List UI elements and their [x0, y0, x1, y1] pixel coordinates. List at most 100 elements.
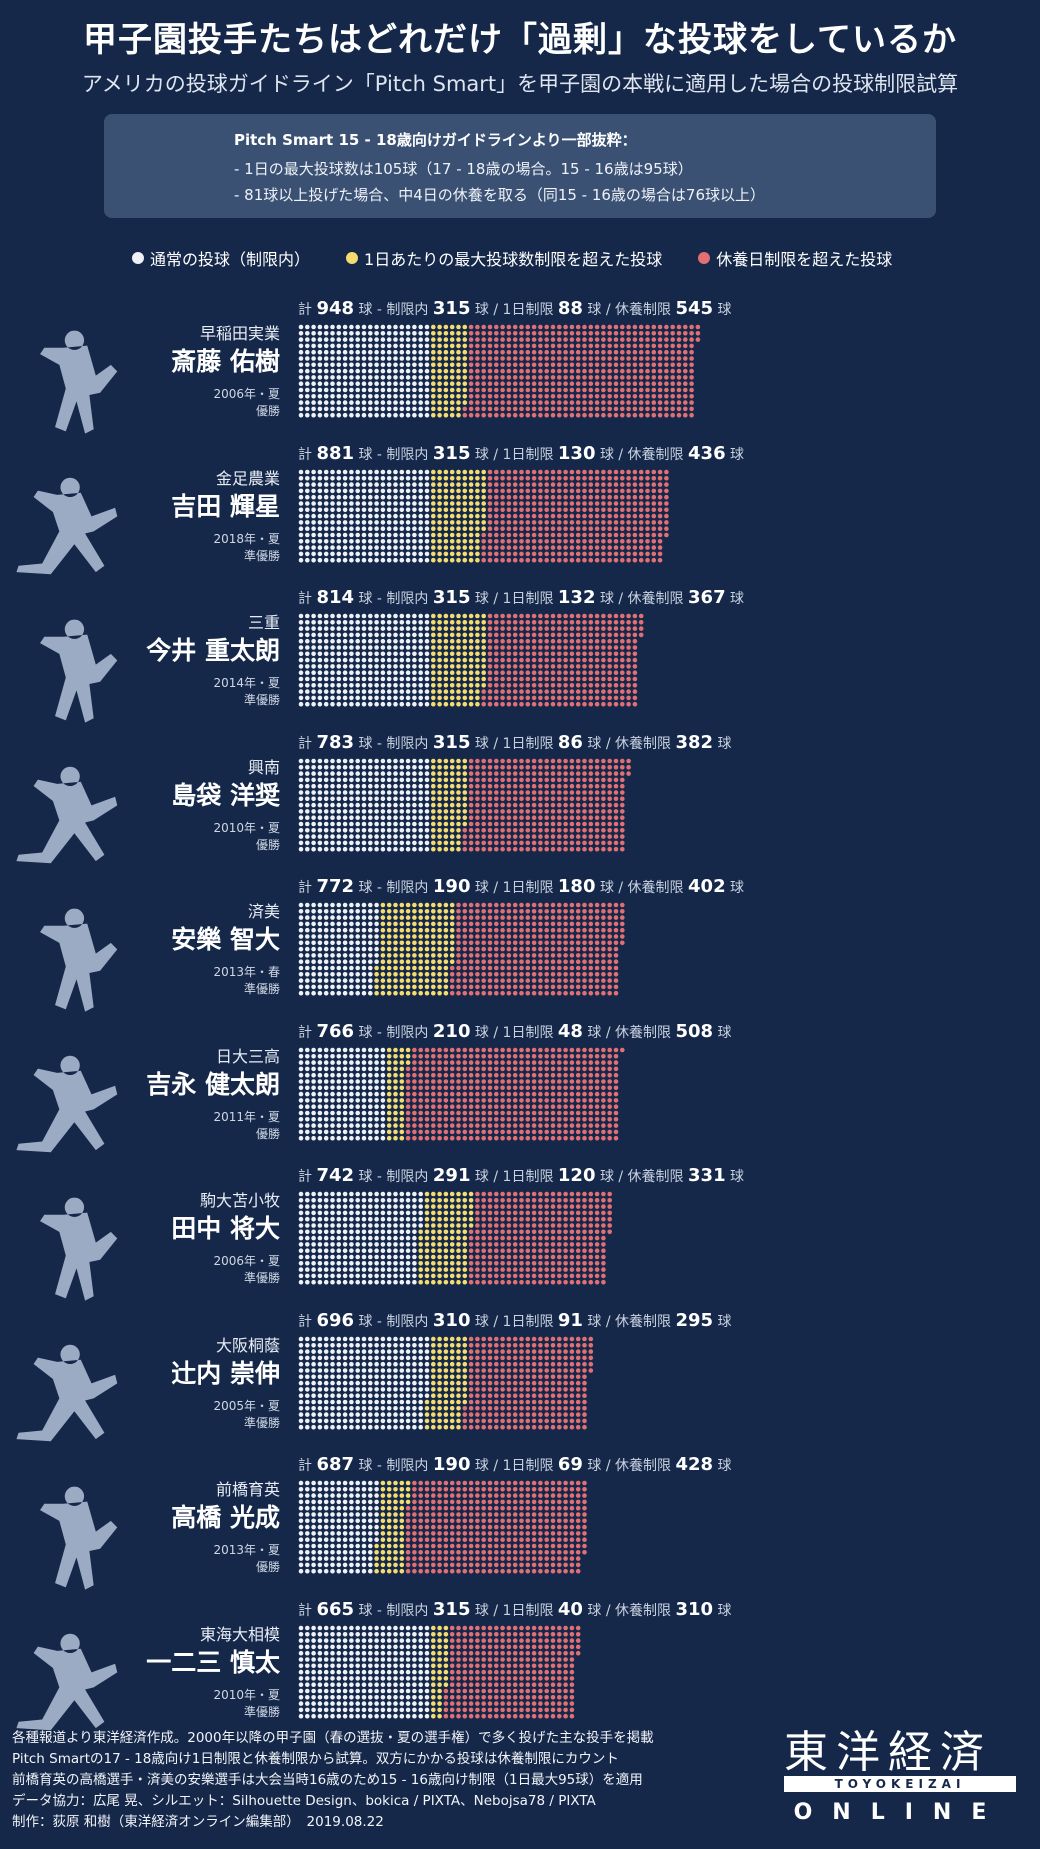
pitch-dot-rest-excess	[525, 362, 531, 368]
pitch-dot-rest-excess	[525, 626, 531, 631]
pitch-dot-within	[355, 921, 360, 927]
pitch-dot-rest-excess	[494, 984, 499, 990]
pitch-dot-rest-excess	[525, 940, 531, 946]
pitch-dot-within	[342, 1085, 348, 1090]
pitch-dot-rest-excess	[506, 909, 512, 914]
pitch-dot-rest-excess	[626, 488, 631, 493]
pitch-dot-rest-excess	[550, 381, 556, 386]
pitch-dot-rest-excess	[487, 1103, 493, 1109]
pitch-dot-rest-excess	[557, 758, 562, 763]
pitch-dot-within	[380, 683, 386, 688]
pitch-dot-rest-excess	[620, 626, 625, 631]
pitch-dot-daily-excess	[468, 507, 474, 512]
pitch-dot-rest-excess	[670, 400, 675, 405]
pitch-dot-within	[323, 507, 329, 512]
pitch-dot-within	[305, 978, 310, 983]
pitch-dot-daily-excess	[462, 626, 468, 631]
pitch-dot-rest-excess	[557, 783, 562, 788]
pitch-dot-daily-excess	[475, 676, 480, 682]
pitch-dot-within	[412, 626, 417, 631]
pitch-dot-daily-excess	[431, 507, 436, 512]
pitch-dot-within	[361, 494, 367, 499]
pitch-dot-daily-excess	[449, 689, 455, 694]
pitch-dot-rest-excess	[506, 412, 512, 418]
pitch-dot-rest-excess	[519, 940, 524, 946]
pitch-dot-rest-excess	[487, 676, 493, 682]
pitch-dot-daily-excess	[443, 337, 449, 342]
pitch-dot-within	[298, 664, 304, 669]
pitch-dot-within	[393, 362, 398, 368]
pitch-dot-within	[336, 368, 342, 374]
pitch-dot-daily-excess	[437, 814, 442, 820]
pitch-dot-rest-excess	[506, 683, 512, 688]
pitch-dot-rest-excess	[462, 1059, 468, 1065]
pitch-dot-rest-excess	[601, 689, 606, 694]
pitch-dot-within	[424, 368, 430, 374]
pitch-dot-rest-excess	[531, 638, 537, 644]
pitch-dot-daily-excess	[462, 544, 468, 550]
pitch-dot-rest-excess	[638, 337, 644, 342]
pitch-dot-within	[311, 400, 316, 405]
pitch-dot-within	[330, 620, 335, 625]
pitch-dot-rest-excess	[487, 846, 493, 851]
pitch-dot-within	[399, 827, 405, 833]
pitch-dot-rest-excess	[645, 387, 650, 393]
pitch-dot-rest-excess	[651, 349, 657, 355]
pitch-dot-rest-excess	[613, 664, 619, 669]
pitch-dot-rest-excess	[525, 821, 531, 826]
pitch-dot-within	[424, 620, 430, 625]
pitch-dot-rest-excess	[575, 764, 581, 770]
pitch-dot-rest-excess	[538, 1116, 543, 1122]
pitch-dot-within	[361, 846, 367, 851]
pitch-count-stats: 計 948 球 - 制限内 315 球 / 1日制限 88 球 / 休養制限 5…	[298, 298, 732, 319]
pitch-dot-rest-excess	[519, 387, 524, 393]
pitch-dot-rest-excess	[601, 990, 606, 996]
pitch-dot-within	[399, 356, 405, 361]
pitch-dot-within	[323, 1116, 329, 1122]
pitch-dot-rest-excess	[475, 909, 480, 914]
pitch-dot-within	[374, 626, 379, 631]
pitch-dot-rest-excess	[456, 902, 461, 908]
pitch-dot-rest-excess	[588, 469, 594, 474]
pitch-dot-daily-excess	[481, 651, 486, 657]
pitch-dot-daily-excess	[437, 343, 442, 349]
pitch-dot-daily-excess	[462, 613, 468, 619]
pitch-dot-rest-excess	[557, 356, 562, 361]
pitch-dot-rest-excess	[601, 331, 606, 336]
pitch-dot-rest-excess	[468, 764, 474, 770]
pitch-dot-within	[399, 758, 405, 763]
pitch-dot-within	[399, 412, 405, 418]
pitch-dot-within	[386, 695, 392, 701]
pitch-dot-within	[380, 613, 386, 619]
pitch-dot-rest-excess	[563, 400, 568, 405]
pitch-dot-rest-excess	[512, 990, 518, 996]
pitch-dot-within	[323, 651, 329, 657]
pitch-dot-within	[386, 519, 392, 525]
pitch-dot-rest-excess	[462, 1122, 468, 1128]
pitch-dot-rest-excess	[456, 940, 461, 946]
pitch-dot-within	[368, 1047, 373, 1052]
pitch-dot-rest-excess	[657, 343, 663, 349]
pitch-dot-within	[305, 488, 310, 493]
pitch-dot-rest-excess	[494, 1078, 499, 1084]
pitch-dot-rest-excess	[500, 1078, 505, 1084]
pitch-dot-rest-excess	[494, 783, 499, 788]
pitcher-name: 吉田 輝星	[171, 491, 280, 521]
pitch-dot-daily-excess	[431, 664, 436, 669]
pitch-dot-within	[393, 488, 398, 493]
pitch-dot-within	[342, 337, 348, 342]
pitch-dot-within	[317, 381, 323, 386]
pitch-dot-rest-excess	[487, 337, 493, 342]
pitch-dot-rest-excess	[620, 789, 625, 795]
pitch-dot-within	[330, 764, 335, 770]
pitch-dot-rest-excess	[500, 368, 505, 374]
pitch-dot-rest-excess	[563, 978, 568, 983]
pitch-dot-rest-excess	[550, 394, 556, 399]
pitch-dot-daily-excess	[386, 1072, 392, 1077]
pitch-dot-daily-excess	[405, 909, 411, 914]
pitch-dot-within	[355, 620, 360, 625]
pitch-dot-rest-excess	[594, 375, 600, 380]
pitch-dot-within	[311, 356, 316, 361]
pitch-dot-within	[298, 821, 304, 826]
pitch-dot-rest-excess	[620, 368, 625, 374]
